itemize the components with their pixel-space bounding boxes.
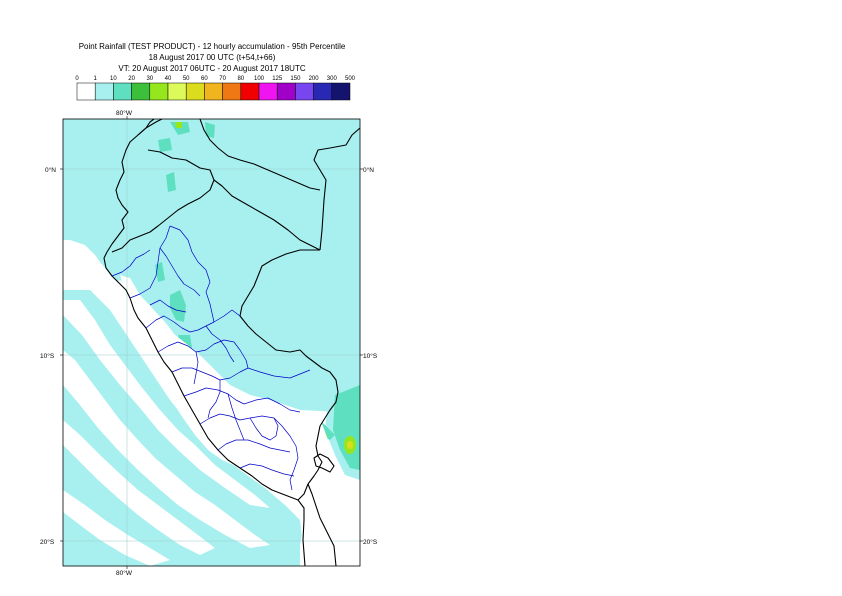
region-border-9 [239, 463, 295, 477]
region-boundaries [111, 225, 311, 491]
legend-swatch [331, 82, 351, 101]
map-frame [62, 118, 361, 567]
region-border-12 [233, 341, 311, 379]
legend-tick-label: 50 [183, 76, 190, 82]
dry-land-south [112, 280, 330, 566]
region-border-6 [183, 387, 245, 405]
color-legend: 0 1 10 20 30 40 50 60 70 80 100 125 150 200 300 500 [75, 76, 356, 101]
legend-tick-label: 1 [94, 76, 98, 82]
lat-label-10s-right: 10°S [363, 352, 378, 360]
region-border-13 [243, 397, 301, 413]
region-border-16 [149, 299, 187, 313]
chile-peru-border [297, 483, 309, 501]
rain-area-mid-6 [205, 122, 215, 138]
frame-ticks [60, 116, 363, 569]
dry-land-north-pocket [120, 275, 140, 300]
legend-tick-label: 60 [201, 76, 208, 82]
colombia-brazil-border [313, 127, 360, 251]
region-border-17 [193, 351, 199, 385]
dry-streak-4 [63, 490, 170, 566]
lat-label-0-left: 0°N [45, 166, 56, 174]
legend-tick-label: 80 [237, 76, 244, 82]
region-border-2 [129, 225, 171, 299]
rain-area-mid-1 [170, 290, 186, 322]
region-border-1 [111, 249, 151, 277]
region-border-11 [213, 309, 241, 323]
region-border-15 [159, 247, 201, 297]
colombia-north-inland [199, 119, 321, 191]
legend-tick-label: 300 [327, 76, 338, 82]
legend-tick-label: 40 [165, 76, 172, 82]
map-title-line-1: Point Rainfall (TEST PRODUCT) - 12 hourl… [78, 42, 346, 51]
rain-area-mid-7 [158, 138, 172, 152]
lon-label-top: 80°W [116, 109, 133, 117]
graticule [63, 119, 360, 566]
dry-streak-1 [63, 300, 270, 508]
ecuador-colombia-border [111, 149, 215, 253]
region-border-10 [169, 225, 215, 323]
rain-area-north [63, 119, 360, 415]
region-border-18 [227, 393, 245, 441]
legend-tick-label: 500 [345, 76, 356, 82]
legend-tick-label: 200 [309, 76, 320, 82]
lake-titicaca [313, 453, 335, 473]
lon-label-bottom: 80°W [116, 569, 133, 577]
rain-area-mid-8 [166, 172, 176, 192]
peru-colombia-border [213, 179, 321, 251]
legend-tick-label: 70 [219, 76, 226, 82]
rain-peak-east [347, 441, 353, 449]
lat-label-20s-left: 20°S [40, 538, 55, 546]
region-border-14 [273, 417, 299, 491]
lat-label-10s-left: 10°S [40, 352, 55, 360]
legend-tick-label: 30 [146, 76, 153, 82]
legend-tick-label: 0 [75, 76, 79, 82]
legend-tick-label: 100 [254, 76, 265, 82]
map-title-line-2: 18 August 2017 00 UTC (t+54,t+66) [148, 53, 276, 62]
region-border-21 [207, 380, 221, 419]
region-border-19 [249, 417, 279, 441]
region-border-8 [217, 439, 291, 453]
map-title-line-3: VT: 20 August 2017 06UTC - 20 August 201… [118, 64, 306, 73]
dry-streak-3 [63, 420, 215, 555]
legend-tick-label: 125 [272, 76, 283, 82]
legend-tick-label: 10 [110, 76, 117, 82]
peru-brazil-border [239, 249, 339, 419]
rain-area-high-2 [175, 122, 182, 128]
rain-area-mid-5 [170, 122, 190, 135]
legend-tick-label: 150 [290, 76, 301, 82]
legend-tick-label: 20 [128, 76, 135, 82]
lat-label-0-right: 0°N [363, 166, 374, 174]
chile-bolivia-border [307, 483, 337, 566]
region-border-3 [145, 315, 215, 333]
region-border-5 [171, 367, 249, 381]
legend-tick-labels: 0 1 10 20 30 40 50 60 70 80 100 125 150 200 300 500 [75, 76, 355, 82]
lat-label-20s-right: 20°S [363, 538, 378, 546]
colombia-coast [137, 119, 155, 136]
peru-bolivia-border [307, 417, 326, 485]
legend-swatches [76, 82, 351, 101]
region-border-20 [205, 325, 235, 363]
